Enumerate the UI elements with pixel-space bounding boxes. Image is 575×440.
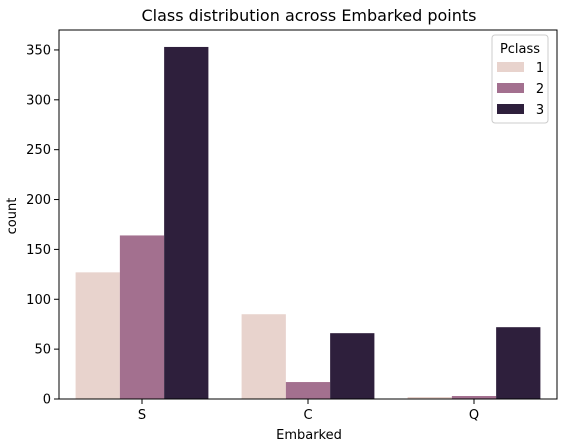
y-tick-label: 300 [26, 93, 51, 108]
legend-label-3: 3 [536, 103, 544, 118]
x-tick-label-Q: Q [469, 408, 479, 423]
y-tick-label: 350 [26, 43, 51, 58]
legend-swatch-3 [497, 104, 524, 114]
x-axis-label: Embarked [276, 428, 342, 440]
bar-C-pclass-3 [330, 333, 375, 399]
bar-Q-pclass-3 [496, 327, 541, 399]
legend-title: Pclass [500, 42, 540, 57]
bar-Q-pclass-1 [407, 397, 452, 399]
bar-S-pclass-1 [75, 272, 120, 399]
y-tick-label: 50 [34, 343, 51, 358]
y-axis-label: count [5, 198, 20, 235]
legend-swatch-1 [497, 62, 524, 72]
bar-S-pclass-2 [119, 235, 165, 399]
legend-swatch-2 [497, 83, 524, 93]
bar-C-pclass-1 [241, 314, 286, 399]
legend-frame [491, 34, 549, 124]
x-tick-label-S: S [138, 408, 146, 423]
legend-items: 1 2 3 [497, 61, 544, 118]
legend-label-1: 1 [536, 61, 544, 76]
chart-title: Class distribution across Embarked point… [142, 6, 477, 25]
y-tick-label: 200 [26, 193, 51, 208]
y-tick-label: 0 [43, 393, 51, 408]
x-tick-label-C: C [303, 408, 312, 423]
bars-layer [75, 46, 541, 399]
legend: Pclass 1 2 3 [491, 34, 549, 124]
y-tick-label: 150 [26, 243, 51, 258]
axes-layer: 0 50 100 150 200 250 300 350 S C Q [26, 29, 558, 423]
bar-C-pclass-2 [285, 382, 331, 399]
y-tick-label: 100 [26, 293, 51, 308]
y-tick-label: 250 [26, 143, 51, 158]
legend-label-2: 2 [536, 82, 544, 97]
bar-Q-pclass-2 [451, 396, 497, 399]
bar-S-pclass-3 [164, 46, 209, 399]
